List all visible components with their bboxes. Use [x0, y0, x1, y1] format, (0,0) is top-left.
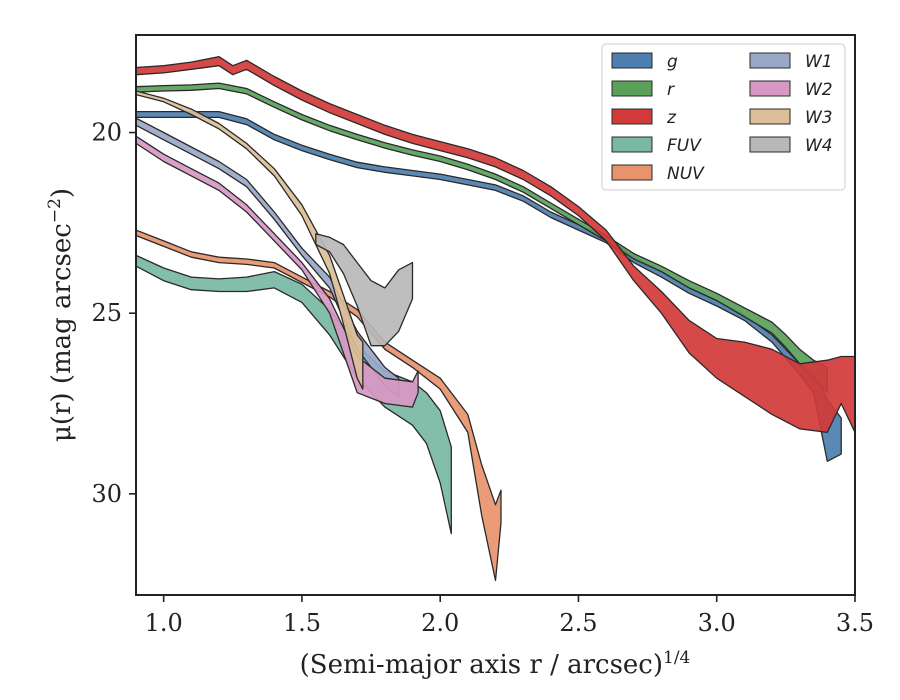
- legend-swatch-W1: [749, 52, 791, 69]
- legend-swatch-z: [611, 108, 653, 125]
- x-tick-label: 2.5: [559, 609, 597, 637]
- x-tick-label: 3.0: [698, 609, 736, 637]
- legend-label-g: g: [667, 52, 678, 72]
- legend-label-W3: W3: [805, 108, 833, 128]
- legend-swatch-W4: [749, 136, 791, 153]
- legend-label-W2: W2: [805, 80, 833, 100]
- legend-swatch-NUV: [611, 164, 653, 181]
- x-tick-label: 1.5: [283, 609, 321, 637]
- legend-swatch-FUV: [611, 136, 653, 153]
- legend-swatch-W2: [749, 80, 791, 97]
- x-tick-label: 3.5: [836, 609, 874, 637]
- x-tick-label: 1.0: [145, 609, 183, 637]
- y-tick-label: 20: [91, 119, 122, 147]
- series-band-z: [136, 56, 855, 434]
- legend-label-z: z: [666, 108, 677, 128]
- series-band-W4: [315, 233, 414, 347]
- x-tick-label: 2.0: [421, 609, 459, 637]
- legend-label-W1: W1: [805, 52, 833, 72]
- legend-label-FUV: FUV: [667, 136, 702, 156]
- legend-label-NUV: NUV: [667, 164, 705, 184]
- y-tick-label: 30: [91, 480, 122, 508]
- y-axis-title: μ(r) (mag arcsec−2): [45, 188, 77, 442]
- series-band-g: [136, 110, 842, 462]
- ticks-layer: 1.0 1.5 2.0 2.5 3.0 3.5 20 25 30: [91, 119, 874, 637]
- legend-swatch-W3: [749, 108, 791, 125]
- series-band-NUV: [136, 229, 502, 582]
- legend-swatch-r: [611, 80, 653, 97]
- legend: grz FUV NUV W1 W2 W3 W4: [601, 43, 846, 191]
- y-tick-label: 25: [91, 299, 122, 327]
- x-axis-title: (Semi-major axis r / arcsec)1/4: [300, 648, 691, 680]
- series-layer: [136, 56, 855, 582]
- plot-frame: [135, 34, 856, 596]
- legend-label-r: r: [667, 80, 675, 100]
- legend-swatch-g: [611, 52, 653, 69]
- legend-label-W4: W4: [805, 136, 833, 156]
